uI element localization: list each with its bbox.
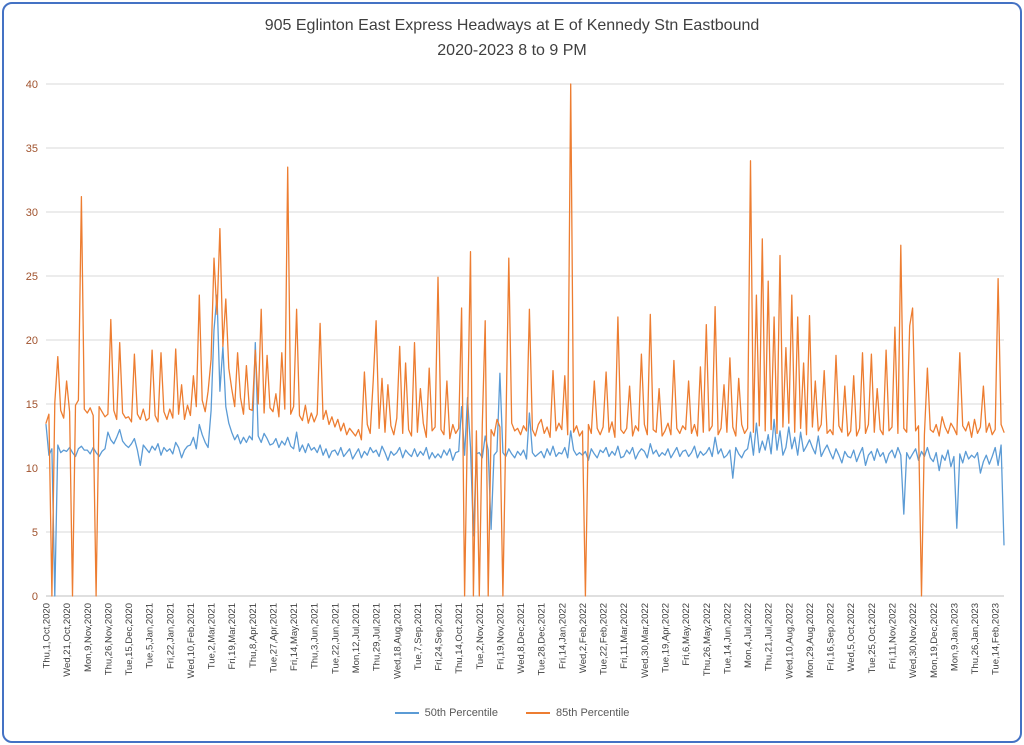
x-axis-tick-label: Wed,30,Nov,2022 <box>908 603 919 678</box>
x-axis-tick-label: Mon,9,Jan,2023 <box>949 603 960 671</box>
series-line-85th-percentile <box>45 83 1005 597</box>
x-axis-tick-label: Wed,10,Aug,2022 <box>784 603 795 679</box>
legend-line-swatch-50th <box>394 712 419 714</box>
x-axis-tick-label: Fri,14,Jan,2022 <box>557 603 568 669</box>
y-axis-tick-label: 5 <box>32 527 38 539</box>
x-axis-tick-label: Tue,14,Jun,2022 <box>722 603 733 674</box>
series-line-50th-percentile <box>45 294 1005 597</box>
x-axis-tick-label: Tue,28,Dec,2021 <box>537 603 548 676</box>
x-axis-tick-label: Wed,5,Oct,2022 <box>846 603 857 671</box>
chart-title: 905 Eglinton East Express Headways at E … <box>0 14 1024 64</box>
legend-line-swatch-85th <box>526 712 550 714</box>
legend-item-50th-percentile: 50th Percentile <box>394 707 498 719</box>
x-axis-tick-label: Wed,10,Feb,2021 <box>186 603 197 678</box>
x-axis-tick-label: Wed,2,Feb,2022 <box>578 603 589 673</box>
x-axis-tick-label: Fri,22,Jan,2021 <box>165 603 176 669</box>
x-axis-tick-label: Tue,5,Jan,2021 <box>145 603 156 669</box>
x-axis-tick-label: Fri,24,Sep,2021 <box>434 603 445 671</box>
x-axis-tick-label: Wed,21,Oct,2020 <box>62 603 73 677</box>
y-axis-tick-label: 25 <box>26 271 38 283</box>
x-axis-tick-label: Mon,29,Aug,2022 <box>805 603 816 678</box>
x-axis-tick-label: Tue,19,Apr,2022 <box>661 603 672 673</box>
x-axis-tick-label: Fri,11,Nov,2022 <box>887 603 898 669</box>
legend-label-50th: 50th Percentile <box>424 707 498 719</box>
x-axis-tick-label: Thu,29,Jul,2021 <box>372 603 383 671</box>
x-axis-tick-label: Fri,19,Nov,2021 <box>495 603 506 670</box>
y-axis-tick-label: 35 <box>26 143 38 155</box>
x-axis-tick-label: Wed,30,Mar,2022 <box>640 603 651 678</box>
x-axis-tick-label: Mon,19,Dec,2022 <box>929 603 940 678</box>
x-axis-tick-label: Tue,14,Feb,2023 <box>991 603 1002 675</box>
x-axis-tick-label: Tue,25,Oct,2022 <box>867 603 878 673</box>
x-axis-tick-label: Thu,14,Oct,2021 <box>454 603 465 674</box>
x-axis-tick-label: Thu,26,Nov,2020 <box>103 603 114 675</box>
y-axis-tick-label: 15 <box>26 399 38 411</box>
x-axis-tick-label: Thu,1,Oct,2020 <box>42 603 53 668</box>
legend-label-85th: 85th Percentile <box>556 707 630 719</box>
x-axis-tick-label: Fri,6,May,2022 <box>681 603 692 666</box>
y-axis-tick-label: 0 <box>32 591 38 603</box>
x-axis-tick-label: Wed,8,Dec,2021 <box>516 603 527 674</box>
y-axis-tick-label: 30 <box>26 207 38 219</box>
x-axis-tick-label: Fri,16,Sep,2022 <box>826 603 837 671</box>
x-axis-tick-label: Thu,26,May,2022 <box>702 603 713 676</box>
x-axis-tick-label: Tue,22,Jun,2021 <box>330 603 341 674</box>
x-axis-tick-label: Thu,26,Jan,2023 <box>970 603 981 674</box>
chart-title-line1: 905 Eglinton East Express Headways at E … <box>264 17 760 34</box>
x-axis-tick-label: Tue,2,Nov,2021 <box>475 603 486 670</box>
x-axis-tick-label: Thu,21,Jul,2022 <box>764 603 775 671</box>
x-axis-tick-label: Tue,15,Dec,2020 <box>124 603 135 676</box>
legend-item-85th-percentile: 85th Percentile <box>526 707 629 719</box>
x-axis-tick-label: Thu,3,Jun,2021 <box>310 603 321 669</box>
x-axis-tick-label: Tue,22,Feb,2022 <box>599 603 610 675</box>
chart-legend: 50th Percentile 85th Percentile <box>0 707 1024 719</box>
x-axis-tick-label: Fri,14,May,2021 <box>289 603 300 671</box>
x-axis-tick-label: Mon,4,Jul,2022 <box>743 603 754 668</box>
x-axis-tick-label: Mon,9,Nov,2020 <box>83 603 94 672</box>
x-axis-tick-label: Tue,27,Apr,2021 <box>268 603 279 673</box>
x-axis-tick-label: Thu,8,Apr,2021 <box>248 603 259 668</box>
chart-title-line2: 2020-2023 8 to 9 PM <box>437 41 587 59</box>
x-axis-tick-label: Wed,18,Aug,2021 <box>392 603 403 679</box>
y-axis-tick-label: 10 <box>26 463 38 475</box>
y-axis-tick-label: 40 <box>26 79 38 91</box>
y-axis-tick-label: 20 <box>26 335 38 347</box>
x-axis-tick-label: Tue,7,Sep,2021 <box>413 603 424 670</box>
x-axis-tick-label: Fri,11,Mar,2022 <box>619 603 630 669</box>
x-axis-tick-label: Tue,2,Mar,2021 <box>207 603 218 669</box>
x-axis-tick-label: Mon,12,Jul,2021 <box>351 603 362 673</box>
x-axis-tick-label: Fri,19,Mar,2021 <box>227 603 238 670</box>
